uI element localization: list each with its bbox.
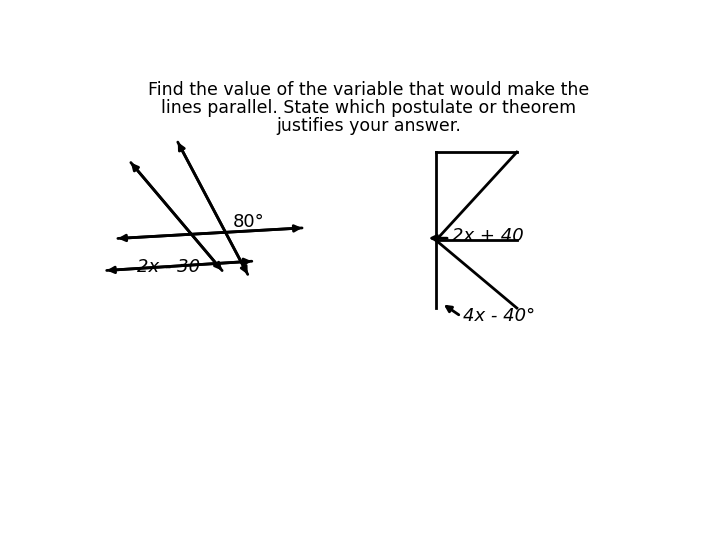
Text: justifies your answer.: justifies your answer. xyxy=(276,117,462,135)
Text: lines parallel. State which postulate or theorem: lines parallel. State which postulate or… xyxy=(161,99,577,118)
Text: 2x + 40: 2x + 40 xyxy=(451,227,523,245)
Text: 80°: 80° xyxy=(233,213,264,231)
Text: 2x - 30: 2x - 30 xyxy=(138,258,201,276)
Text: Find the value of the variable that would make the: Find the value of the variable that woul… xyxy=(148,81,590,99)
Text: 4x - 40°: 4x - 40° xyxy=(463,307,535,325)
